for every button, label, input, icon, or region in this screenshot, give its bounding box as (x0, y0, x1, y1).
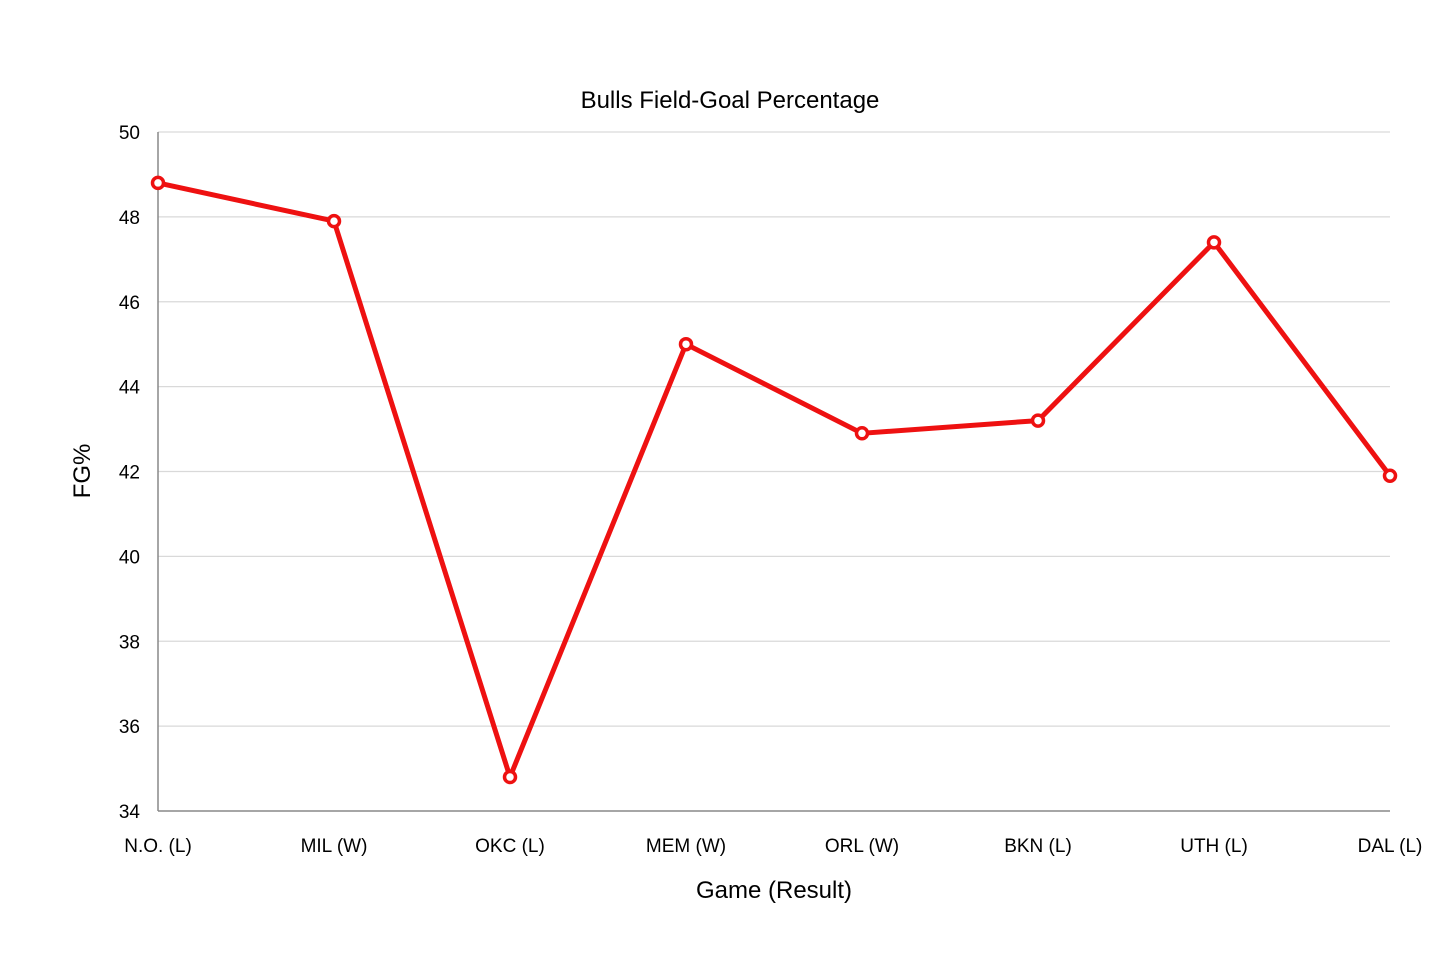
data-point[interactable] (1030, 413, 1046, 428)
data-point[interactable] (502, 769, 518, 785)
data-point[interactable] (854, 426, 870, 441)
x-tick-label: MEM (W) (646, 836, 726, 857)
y-tick-label: 36 (119, 717, 140, 738)
x-tick-label: ORL (W) (825, 836, 899, 857)
data-point[interactable] (1206, 235, 1222, 250)
x-tick-label: MIL (W) (301, 836, 368, 857)
x-tick-label: DAL (L) (1358, 836, 1423, 857)
x-tick-labels: N.O. (L) MIL (W) OKC (L) MEM (W) ORL (W) BKN … (124, 836, 1422, 857)
data-point[interactable] (150, 175, 166, 191)
axes (157, 132, 1390, 812)
data-point[interactable] (326, 213, 342, 229)
series (150, 175, 1398, 785)
series-line (157, 180, 1392, 780)
y-tick-label: 44 (119, 378, 141, 399)
x-tick-label: OKC (L) (475, 836, 545, 857)
x-axis-label: Game (Result) (696, 877, 852, 904)
y-tick-label: 42 (119, 463, 140, 484)
chart-title: Bulls Field-Goal Percentage (581, 87, 880, 114)
data-point[interactable] (1382, 468, 1398, 483)
y-tick-label: 40 (119, 547, 140, 568)
y-tick-labels: 34 36 38 40 42 44 46 48 50 (119, 123, 141, 823)
data-point[interactable] (678, 336, 694, 352)
x-tick-label: BKN (L) (1004, 836, 1072, 857)
y-tick-label: 38 (119, 632, 140, 653)
y-axis-label: FG% (69, 444, 96, 499)
y-tick-label: 50 (119, 123, 140, 144)
y-tick-label: 48 (119, 208, 140, 229)
grid (158, 131, 1390, 727)
y-tick-label: 34 (119, 802, 141, 823)
x-tick-label: N.O. (L) (124, 836, 192, 857)
y-tick-label: 46 (119, 293, 140, 314)
x-tick-label: UTH (L) (1180, 836, 1248, 857)
